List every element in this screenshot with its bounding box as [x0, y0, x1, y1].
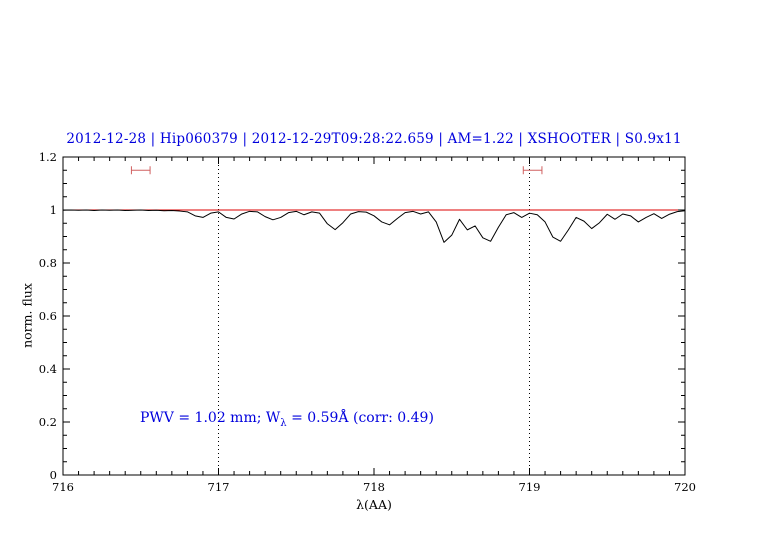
y-axis-label: norm. flux: [19, 283, 35, 348]
y-tick-label: 0.4: [39, 362, 57, 376]
y-tick-label: 0: [50, 468, 57, 482]
y-tick-label: 1.2: [39, 150, 57, 164]
x-tick-label: 717: [208, 480, 230, 494]
spectrum-path: [62, 209, 686, 243]
x-axis-label: λ(AA): [356, 497, 392, 512]
pwv-annotation-prefix: PWV = 1.02 mm; W: [140, 410, 281, 426]
pwv-annotation: PWV = 1.02 mm; Wλ = 0.59Å (corr: 0.49): [140, 410, 434, 429]
pwv-annotation-suffix: = 0.59Å (corr: 0.49): [286, 410, 434, 426]
y-tick-label: 0.8: [39, 256, 57, 270]
x-tick-label: 720: [674, 480, 696, 494]
y-tick-label: 0.2: [39, 415, 57, 429]
y-tick-label: 0.6: [39, 309, 57, 323]
plot-title: 2012-12-28 | Hip060379 | 2012-12-29T09:2…: [66, 131, 682, 147]
y-tick-label: 1: [50, 203, 57, 217]
x-tick-label: 718: [363, 480, 385, 494]
x-tick-label: 716: [52, 480, 74, 494]
x-tick-label: 719: [519, 480, 541, 494]
pwv-annotation-subscript: λ: [280, 417, 287, 429]
